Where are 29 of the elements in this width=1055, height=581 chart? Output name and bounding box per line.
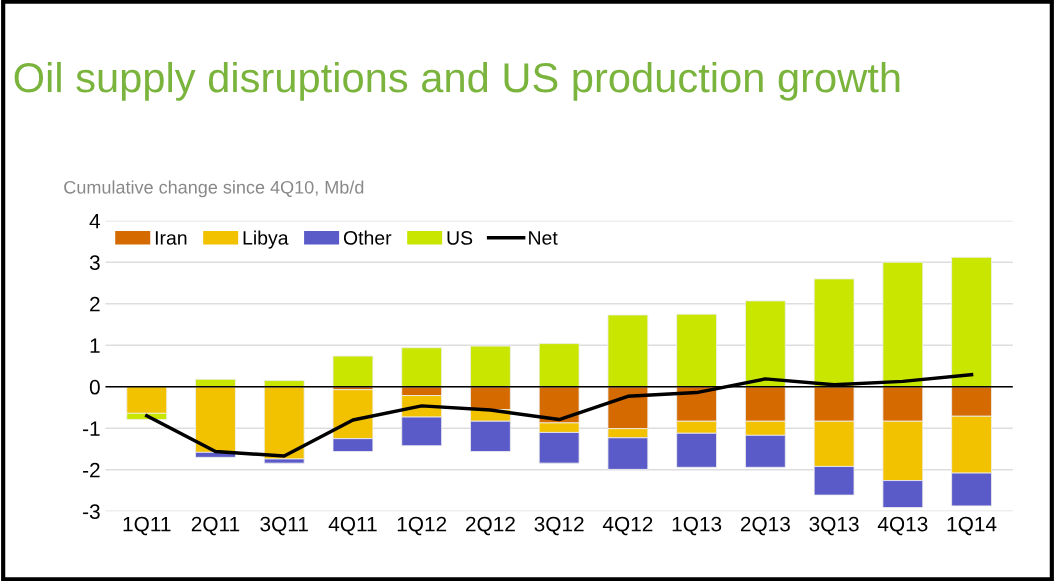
y-tick-label: -2 bbox=[83, 462, 100, 478]
x-tick-label: 2Q11 bbox=[191, 516, 240, 536]
legend-label: US bbox=[447, 231, 473, 245]
x-tick-label: 1Q13 bbox=[672, 516, 722, 536]
y-tick-label: -3 bbox=[83, 504, 100, 520]
x-tick-label: 3Q13 bbox=[809, 516, 859, 536]
x-tick-label: 4Q11 bbox=[328, 516, 377, 536]
x-tick-label: 1Q14 bbox=[947, 516, 997, 536]
x-tick-label: 4Q13 bbox=[877, 516, 928, 536]
chart-title: Oil supply disruptions and US production growth bbox=[14, 61, 900, 101]
y-tick-label: 4 bbox=[89, 214, 101, 229]
y-axis-title: Cumulative change since 4Q10, Mb/d bbox=[64, 180, 364, 198]
legend-label: Libya bbox=[243, 230, 289, 249]
y-tick-label: -1 bbox=[83, 421, 100, 436]
legend-label: Other bbox=[343, 230, 392, 245]
y-tick-label: 3 bbox=[89, 255, 100, 271]
x-tick-label: 2Q13 bbox=[740, 516, 790, 536]
x-tick-label: 1Q12 bbox=[397, 516, 447, 536]
x-tick-label: 3Q12 bbox=[534, 516, 584, 536]
x-tick-label: 4Q12 bbox=[602, 516, 653, 536]
legend-label: Iran bbox=[155, 231, 187, 245]
legend-label: Net bbox=[529, 231, 558, 245]
x-tick-label: 1Q11 bbox=[123, 516, 171, 536]
y-tick-label: 1 bbox=[90, 338, 100, 353]
x-tick-label: 3Q11 bbox=[260, 516, 308, 536]
x-tick-label: 2Q12 bbox=[465, 516, 515, 536]
y-tick-label: 2 bbox=[90, 296, 100, 312]
bar bbox=[332, 355, 374, 388]
y-tick-label: 0 bbox=[89, 379, 100, 395]
